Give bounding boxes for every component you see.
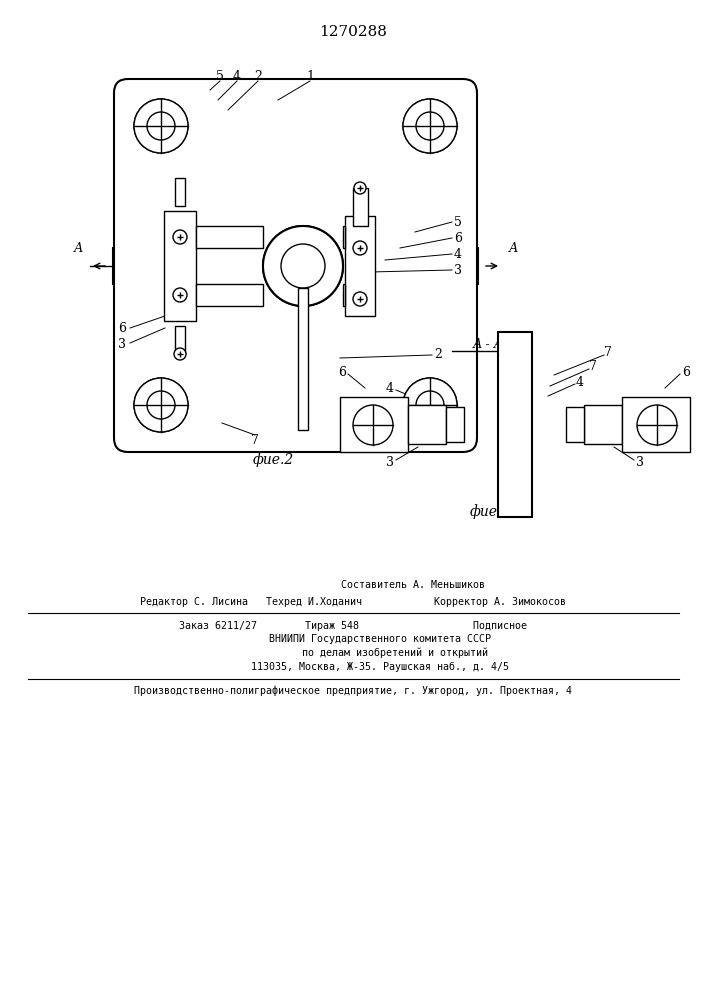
Text: 6: 6 (118, 322, 126, 334)
Bar (343, 226, 345, 248)
Wedge shape (263, 226, 343, 306)
Wedge shape (134, 99, 188, 153)
Bar (446, 407, 464, 442)
Bar (353, 188, 368, 226)
Bar (196, 226, 263, 248)
Wedge shape (134, 378, 188, 432)
Text: 3: 3 (454, 263, 462, 276)
Text: Производственно-полиграфическое предприятие, г. Ужгород, ул. Проектная, 4: Производственно-полиграфическое предприя… (134, 686, 572, 696)
Circle shape (416, 112, 444, 140)
Text: 7: 7 (604, 346, 612, 359)
Wedge shape (403, 99, 457, 153)
Text: 4: 4 (576, 375, 584, 388)
Circle shape (353, 241, 367, 255)
Circle shape (403, 99, 457, 153)
Text: фие.3: фие.3 (469, 505, 510, 519)
Wedge shape (403, 378, 457, 432)
Circle shape (263, 226, 343, 306)
Text: Редактор С. Лисина   Техред И.Ходанич            Корректор А. Зимокосов: Редактор С. Лисина Техред И.Ходанич Корр… (140, 597, 566, 607)
Bar (340, 397, 408, 452)
Text: 6: 6 (454, 232, 462, 244)
Circle shape (416, 391, 444, 419)
Circle shape (637, 405, 677, 445)
Text: 7: 7 (589, 360, 597, 373)
Text: 3: 3 (636, 456, 644, 470)
Text: 1270288: 1270288 (319, 25, 387, 39)
Bar (408, 405, 446, 444)
Text: 5: 5 (216, 70, 224, 83)
Bar (340, 397, 408, 452)
Bar (345, 216, 375, 316)
Text: 5: 5 (454, 216, 462, 229)
Circle shape (147, 391, 175, 419)
Bar (345, 216, 375, 316)
Text: 4: 4 (233, 70, 241, 83)
Bar (164, 211, 196, 321)
Circle shape (354, 182, 366, 194)
Circle shape (147, 112, 175, 140)
Text: 2: 2 (434, 349, 442, 361)
Text: по делам изобретений и открытий: по делам изобретений и открытий (218, 648, 488, 658)
Text: 1: 1 (341, 436, 349, 448)
Bar (175, 326, 185, 354)
Circle shape (134, 99, 188, 153)
Bar (446, 407, 464, 442)
Bar (584, 405, 622, 444)
Circle shape (403, 378, 457, 432)
Bar (408, 405, 446, 444)
Text: 7: 7 (251, 434, 259, 446)
Text: А: А (508, 242, 518, 255)
Circle shape (173, 288, 187, 302)
Circle shape (173, 230, 187, 244)
Text: А: А (74, 242, 83, 255)
Bar (343, 284, 345, 306)
Bar (584, 405, 622, 444)
Text: А - А: А - А (472, 338, 503, 352)
Bar (498, 332, 532, 517)
Bar (343, 226, 345, 248)
Text: 113035, Москва, Ж-35. Раушская наб., д. 4/5: 113035, Москва, Ж-35. Раушская наб., д. … (197, 662, 509, 672)
Bar (298, 288, 308, 430)
Text: 4: 4 (386, 381, 394, 394)
Bar (196, 226, 263, 248)
Circle shape (353, 405, 393, 445)
Bar (196, 284, 263, 306)
Bar (498, 332, 532, 517)
Bar (566, 407, 584, 442)
Text: ВНИИПИ Государственного комитета СССР: ВНИИПИ Государственного комитета СССР (215, 634, 491, 644)
FancyBboxPatch shape (114, 79, 477, 452)
Text: фие.2: фие.2 (252, 453, 293, 467)
Bar (164, 211, 196, 321)
Circle shape (134, 378, 188, 432)
Text: Составитель А. Меньшиков: Составитель А. Меньшиков (221, 580, 485, 590)
Bar (566, 407, 584, 442)
Text: 4: 4 (454, 247, 462, 260)
Text: 2: 2 (254, 70, 262, 83)
Text: 6: 6 (682, 365, 690, 378)
Circle shape (281, 244, 325, 288)
Bar (343, 284, 345, 306)
Bar (622, 397, 690, 452)
Circle shape (353, 292, 367, 306)
Bar (175, 178, 185, 206)
Text: Заказ 6211/27        Тираж 548                   Подписное: Заказ 6211/27 Тираж 548 Подписное (179, 621, 527, 631)
Text: 1: 1 (306, 70, 314, 83)
Bar (622, 397, 690, 452)
Text: 3: 3 (386, 456, 394, 470)
Text: 3: 3 (118, 338, 126, 352)
Circle shape (174, 348, 186, 360)
Bar (196, 284, 263, 306)
Text: 6: 6 (338, 365, 346, 378)
